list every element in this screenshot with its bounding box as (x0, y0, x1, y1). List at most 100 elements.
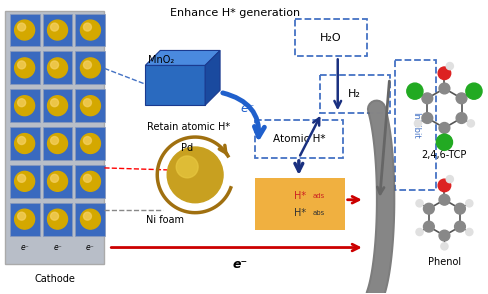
Circle shape (81, 133, 100, 153)
Circle shape (15, 133, 35, 153)
Circle shape (50, 174, 59, 182)
FancyBboxPatch shape (75, 14, 105, 46)
FancyBboxPatch shape (42, 203, 72, 235)
Text: H*: H* (293, 208, 305, 218)
Circle shape (455, 113, 466, 123)
Circle shape (18, 136, 25, 145)
Text: MnO₂: MnO₂ (148, 55, 174, 65)
FancyBboxPatch shape (10, 89, 40, 122)
Circle shape (446, 63, 452, 70)
Circle shape (465, 228, 472, 235)
Bar (254, 178, 344, 230)
FancyBboxPatch shape (75, 165, 105, 198)
Circle shape (438, 83, 449, 94)
FancyBboxPatch shape (10, 165, 40, 198)
Circle shape (18, 174, 25, 182)
Circle shape (438, 123, 449, 133)
Circle shape (465, 83, 481, 99)
Bar (319, 75, 389, 113)
Text: Cathode: Cathode (34, 274, 75, 284)
Circle shape (438, 230, 449, 241)
Circle shape (440, 243, 447, 250)
FancyBboxPatch shape (75, 203, 105, 235)
FancyBboxPatch shape (42, 14, 72, 46)
Circle shape (421, 93, 432, 104)
Circle shape (83, 174, 91, 182)
Circle shape (423, 203, 433, 214)
Circle shape (413, 120, 421, 127)
Circle shape (15, 171, 35, 191)
Circle shape (47, 209, 67, 229)
Circle shape (465, 200, 472, 207)
Text: ads: ads (312, 193, 325, 199)
FancyBboxPatch shape (10, 51, 40, 84)
Text: e⁻: e⁻ (232, 258, 247, 271)
FancyBboxPatch shape (10, 127, 40, 160)
Circle shape (50, 212, 59, 220)
Circle shape (50, 61, 59, 69)
Text: Inhibit: Inhibit (410, 112, 419, 138)
Circle shape (47, 133, 67, 153)
Circle shape (423, 221, 433, 232)
Circle shape (435, 134, 451, 150)
Bar (394, 60, 436, 190)
Circle shape (437, 179, 450, 192)
Text: Pd: Pd (181, 143, 193, 153)
Circle shape (47, 96, 67, 116)
Text: H₂: H₂ (347, 89, 360, 99)
Circle shape (415, 200, 422, 207)
Circle shape (454, 221, 465, 232)
Text: e⁻: e⁻ (53, 243, 62, 252)
FancyBboxPatch shape (10, 203, 40, 235)
Circle shape (454, 203, 465, 214)
Circle shape (83, 136, 91, 145)
Polygon shape (145, 51, 220, 65)
Bar (254, 120, 342, 158)
Circle shape (18, 61, 25, 69)
Text: e⁻: e⁻ (240, 102, 255, 115)
Circle shape (167, 147, 223, 203)
Text: e⁻: e⁻ (86, 243, 95, 252)
Circle shape (81, 171, 100, 191)
Circle shape (455, 93, 466, 104)
Circle shape (176, 156, 198, 178)
Circle shape (18, 99, 25, 107)
Text: Enhance H* generation: Enhance H* generation (170, 8, 300, 18)
Circle shape (406, 83, 422, 99)
Circle shape (438, 194, 449, 205)
Circle shape (83, 212, 91, 220)
Circle shape (18, 23, 25, 31)
Circle shape (83, 61, 91, 69)
FancyBboxPatch shape (10, 14, 40, 46)
Circle shape (15, 20, 35, 40)
Circle shape (81, 20, 100, 40)
FancyBboxPatch shape (75, 51, 105, 84)
FancyBboxPatch shape (75, 127, 105, 160)
Text: Atomic H*: Atomic H* (272, 134, 325, 144)
Circle shape (81, 96, 100, 116)
Text: H*: H* (293, 191, 305, 201)
Circle shape (47, 20, 67, 40)
FancyBboxPatch shape (42, 89, 72, 122)
Circle shape (83, 23, 91, 31)
Circle shape (50, 136, 59, 145)
Bar (294, 19, 366, 56)
Circle shape (15, 96, 35, 116)
Circle shape (47, 171, 67, 191)
Circle shape (81, 209, 100, 229)
Polygon shape (204, 51, 220, 105)
Text: Ni foam: Ni foam (146, 215, 184, 225)
Circle shape (446, 176, 452, 183)
Circle shape (83, 99, 91, 107)
Circle shape (18, 212, 25, 220)
Text: H₂O: H₂O (319, 33, 341, 43)
Circle shape (421, 113, 432, 123)
Circle shape (15, 209, 35, 229)
Text: Retain atomic H*: Retain atomic H* (146, 122, 229, 132)
FancyBboxPatch shape (42, 51, 72, 84)
Circle shape (467, 120, 473, 127)
Circle shape (437, 67, 450, 79)
Circle shape (50, 23, 59, 31)
Circle shape (50, 99, 59, 107)
FancyBboxPatch shape (42, 127, 72, 160)
